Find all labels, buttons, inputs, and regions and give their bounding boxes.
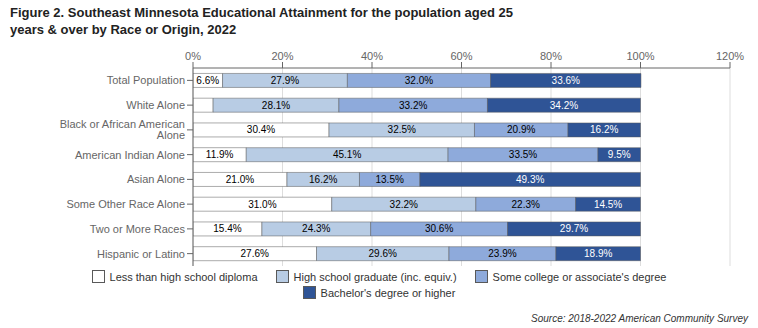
svg-text:23.9%: 23.9% bbox=[488, 248, 516, 259]
svg-text:20.9%: 20.9% bbox=[507, 124, 535, 135]
svg-text:33.6%: 33.6% bbox=[552, 75, 580, 86]
svg-text:32.0%: 32.0% bbox=[405, 75, 433, 86]
svg-text:18.9%: 18.9% bbox=[584, 248, 612, 259]
svg-text:32.2%: 32.2% bbox=[390, 199, 418, 210]
svg-text:28.1%: 28.1% bbox=[262, 100, 290, 111]
svg-text:Total Population: Total Population bbox=[107, 74, 185, 86]
svg-text:120%: 120% bbox=[716, 50, 744, 62]
svg-text:49.3%: 49.3% bbox=[516, 174, 544, 185]
svg-text:Hispanic or Latino: Hispanic or Latino bbox=[97, 248, 185, 260]
svg-text:Two or More Races: Two or More Races bbox=[90, 223, 186, 235]
svg-text:0%: 0% bbox=[185, 50, 201, 62]
html-text:years & over by Race or Origin: years & over by Race or Origin, 2022 bbox=[10, 22, 237, 37]
svg-text:White Alone: White Alone bbox=[126, 99, 185, 111]
svg-text:24.3%: 24.3% bbox=[302, 223, 330, 234]
html-text:Source: 2018-2022 American Com: Source: 2018-2022 American Community Sur… bbox=[531, 313, 748, 324]
svg-text:30.6%: 30.6% bbox=[425, 223, 453, 234]
svg-text:80%: 80% bbox=[540, 50, 562, 62]
svg-text:6.6%: 6.6% bbox=[196, 75, 219, 86]
svg-text:16.2%: 16.2% bbox=[590, 124, 618, 135]
svg-text:60%: 60% bbox=[450, 50, 472, 62]
svg-text:32.5%: 32.5% bbox=[388, 124, 416, 135]
html-text:High school graduate (inc. equ: High school graduate (inc. equiv.) bbox=[293, 270, 457, 283]
svg-text:14.5%: 14.5% bbox=[594, 199, 622, 210]
svg-text:13.5%: 13.5% bbox=[375, 174, 403, 185]
svg-text:27.9%: 27.9% bbox=[271, 75, 299, 86]
svg-text:45.1%: 45.1% bbox=[333, 149, 361, 160]
svg-text:31.0%: 31.0% bbox=[248, 199, 276, 210]
svg-text:21.0%: 21.0% bbox=[226, 174, 254, 185]
svg-text:34.2%: 34.2% bbox=[550, 100, 578, 111]
svg-text:Asian Alone: Asian Alone bbox=[127, 173, 185, 185]
svg-text:American Indian Alone: American Indian Alone bbox=[75, 149, 185, 161]
svg-text:20%: 20% bbox=[271, 50, 293, 62]
svg-text:40%: 40% bbox=[361, 50, 383, 62]
svg-text:29.7%: 29.7% bbox=[560, 223, 588, 234]
svg-text:11.9%: 11.9% bbox=[206, 149, 234, 160]
svg-text:15.4%: 15.4% bbox=[213, 223, 241, 234]
svg-text:33.5%: 33.5% bbox=[509, 149, 537, 160]
svg-text:100%: 100% bbox=[626, 50, 654, 62]
svg-text:27.6%: 27.6% bbox=[241, 248, 269, 259]
svg-text:29.6%: 29.6% bbox=[369, 248, 397, 259]
svg-text:22.3%: 22.3% bbox=[512, 199, 540, 210]
svg-text:9.5%: 9.5% bbox=[608, 149, 631, 160]
svg-text:33.2%: 33.2% bbox=[399, 100, 427, 111]
svg-text:30.4%: 30.4% bbox=[247, 124, 275, 135]
svg-text:Some Other Race Alone: Some Other Race Alone bbox=[66, 198, 185, 210]
html-text:Some college or associate's de: Some college or associate's degree bbox=[492, 270, 667, 283]
html-text:Bachelor's degree or higher: Bachelor's degree or higher bbox=[320, 286, 456, 299]
svg-text:16.2%: 16.2% bbox=[309, 174, 337, 185]
html-text:Less than high school diploma: Less than high school diploma bbox=[109, 270, 258, 283]
html-text:Figure 2. Southeast Minnesota: Figure 2. Southeast Minnesota Educationa… bbox=[10, 5, 513, 20]
svg-text:Black or African AmericanAlone: Black or African AmericanAlone bbox=[60, 118, 185, 141]
